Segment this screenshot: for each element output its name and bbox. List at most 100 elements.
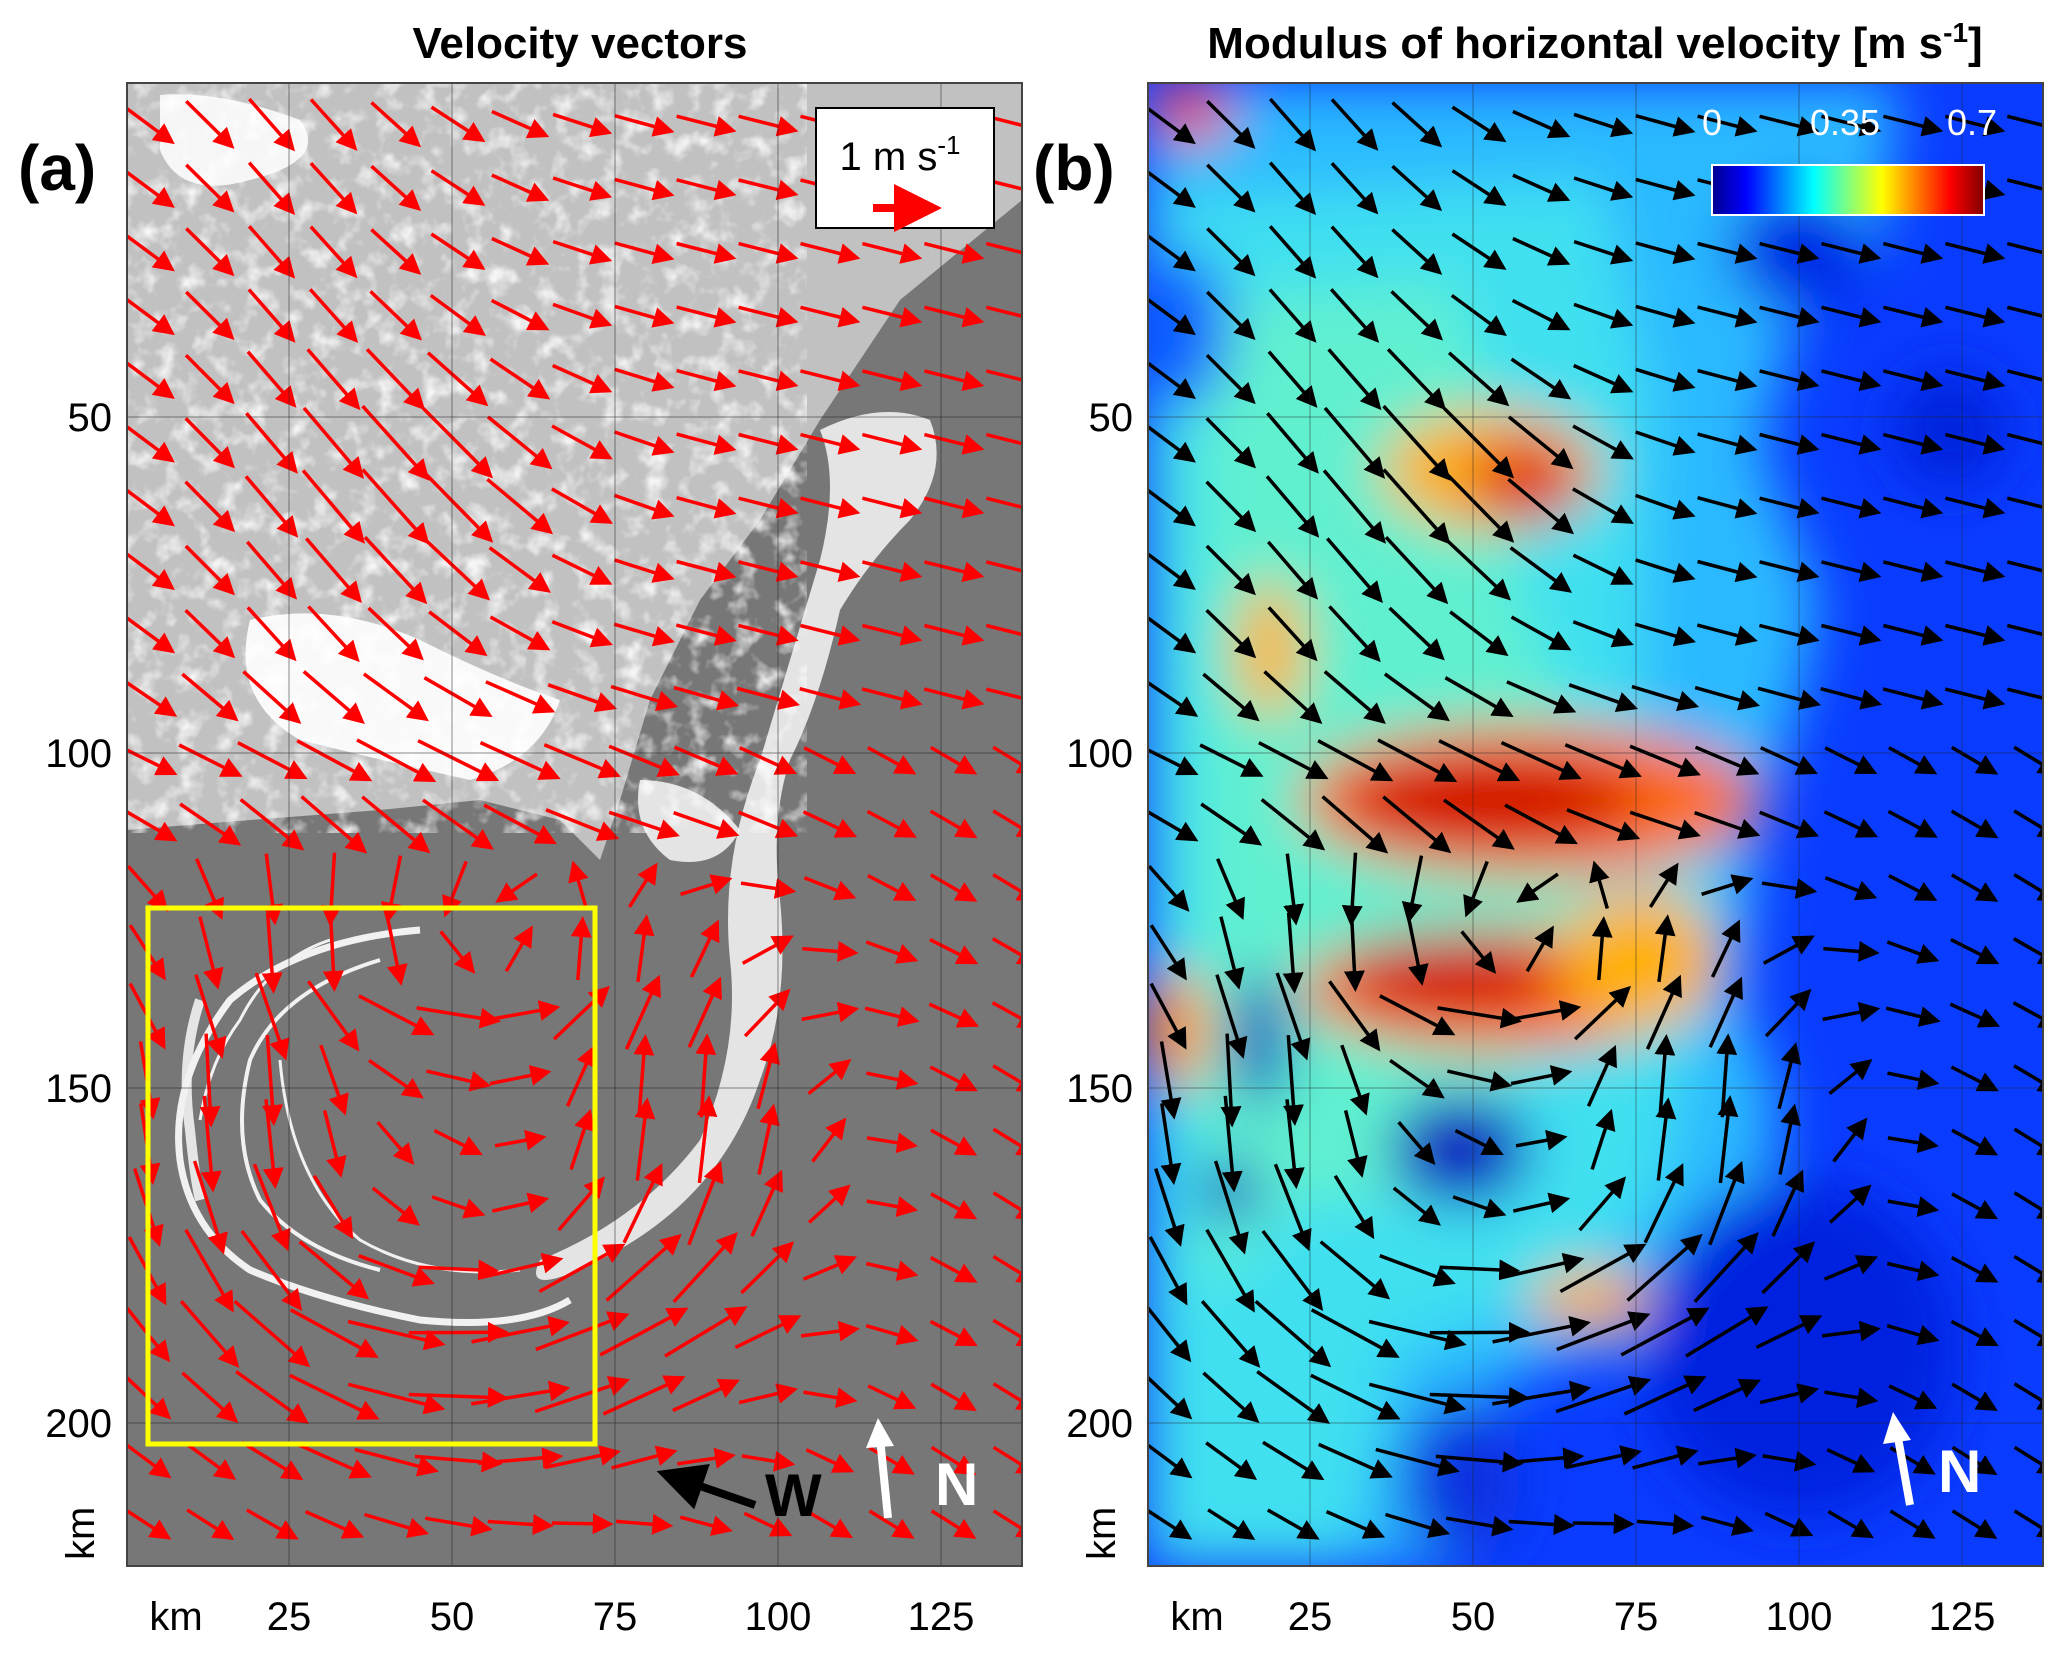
- velocity-vector: [807, 1059, 852, 1095]
- velocity-vector: [1708, 976, 1743, 1048]
- velocity-vector: [736, 686, 800, 710]
- velocity-vector: [551, 487, 613, 524]
- velocity-vector: [1821, 432, 1882, 455]
- velocity-vector: [304, 1509, 365, 1539]
- velocity-vector: [1889, 1509, 1936, 1539]
- velocity-vector: [867, 874, 917, 901]
- velocity-vector: [803, 876, 857, 901]
- velocity-vector: [1199, 743, 1264, 777]
- velocity-vector: [738, 746, 797, 775]
- velocity-vector: [992, 1191, 1022, 1221]
- velocity-vector: [1442, 407, 1515, 479]
- velocity-vector: [1697, 368, 1758, 392]
- velocity-vector: [179, 802, 242, 846]
- velocity-vector: [184, 417, 235, 469]
- velocity-vector: [1379, 994, 1456, 1036]
- y-tick-label: 50: [68, 396, 113, 440]
- velocity-vector: [991, 937, 1022, 966]
- velocity-vector: [1386, 348, 1447, 411]
- velocity-vector: [1451, 105, 1507, 143]
- velocity-vector: [1717, 1095, 1739, 1184]
- n-label-a: N: [935, 1451, 978, 1518]
- velocity-vector: [757, 1103, 780, 1175]
- velocity-vector: [743, 988, 791, 1038]
- velocity-vector: [1632, 1445, 1699, 1470]
- velocity-vector: [861, 432, 923, 455]
- velocity-vector: [673, 811, 740, 839]
- velocity-vector: [1761, 1241, 1816, 1295]
- velocity-vector: [1634, 622, 1696, 647]
- velocity-vector: [611, 1445, 678, 1470]
- velocity-vector: [615, 1513, 674, 1535]
- velocity-vector: [241, 1440, 304, 1481]
- velocity-vector: [184, 544, 235, 596]
- velocity-vector: [1221, 1095, 1243, 1193]
- velocity-vector: [1504, 803, 1578, 845]
- panel-b-letter: (b): [1033, 132, 1115, 204]
- panel-a-frame: [126, 82, 1023, 1567]
- velocity-vector: [680, 874, 733, 896]
- velocity-vector: [673, 685, 740, 711]
- velocity-vector: [1882, 623, 1944, 646]
- velocity-vector: [199, 1033, 221, 1128]
- velocity-vector: [184, 1441, 237, 1481]
- velocity-vector: [1460, 930, 1497, 974]
- velocity-vector: [676, 114, 737, 137]
- panel-a-grid: [127, 83, 1022, 1566]
- velocity-vector: [1648, 862, 1679, 908]
- velocity-vector: [365, 348, 426, 411]
- velocity-vector: [985, 114, 1022, 128]
- velocity-vector: [487, 1513, 554, 1535]
- velocity-vector: [1572, 487, 1634, 524]
- velocity-vector: [2013, 809, 2043, 839]
- velocity-vector: [1273, 1163, 1312, 1252]
- velocity-vector: [679, 1515, 733, 1536]
- panel-b-title: Modulus of horizontal velocity [m s-1]: [1207, 17, 1982, 68]
- velocity-vector: [491, 173, 550, 202]
- velocity-vector: [1568, 683, 1639, 712]
- velocity-vector: [1951, 1445, 1998, 1476]
- velocity-vector: [1200, 1300, 1261, 1368]
- velocity-vector: [2013, 1255, 2043, 1285]
- velocity-vector: [675, 623, 737, 646]
- velocity-vector: [867, 1384, 917, 1410]
- velocity-vector: [442, 860, 468, 918]
- velocity-vector: [866, 1069, 919, 1090]
- velocity-vector: [1442, 798, 1515, 850]
- velocity-vector: [1821, 560, 1882, 582]
- velocity-vector: [614, 558, 675, 583]
- velocity-vector: [1693, 1232, 1759, 1303]
- velocity-vector: [192, 1160, 228, 1255]
- velocity-vector: [676, 432, 737, 455]
- velocity-vector: [1384, 536, 1449, 605]
- velocity-vector: [1761, 878, 1818, 899]
- velocity-vector: [1317, 739, 1394, 782]
- x-tick-label: 25: [1288, 1595, 1333, 1639]
- eddy-highlight-box: [145, 905, 598, 1447]
- panel-b-title-exponent: -1: [1943, 17, 1968, 48]
- velocity-vector: [1821, 305, 1882, 328]
- velocity-vector: [1492, 1380, 1592, 1406]
- velocity-vector: [1777, 1042, 1802, 1110]
- velocity-vector: [634, 1097, 656, 1181]
- velocity-vector: [1886, 940, 1940, 964]
- velocity-vector: [1759, 560, 1820, 583]
- velocity-vector: [127, 1443, 172, 1479]
- velocity-vector: [184, 353, 235, 405]
- velocity-vector: [1379, 1254, 1456, 1287]
- velocity-vector: [490, 298, 550, 331]
- velocity-vector: [1401, 855, 1424, 924]
- velocity-vector: [2013, 873, 2043, 903]
- velocity-vector: [1492, 1316, 1591, 1344]
- velocity-vector: [1215, 858, 1245, 921]
- velocity-vector: [1148, 1508, 1193, 1540]
- velocity-vector: [1555, 1376, 1652, 1414]
- velocity-vector: [184, 608, 236, 659]
- velocity-vector: [491, 1192, 550, 1214]
- panel-b-plot: [1148, 83, 2043, 1566]
- velocity-vector: [861, 369, 923, 392]
- velocity-vector: [1820, 623, 1882, 646]
- velocity-vector: [930, 1192, 978, 1220]
- panel-a-plot: [127, 83, 1022, 1566]
- velocity-vector: [1572, 620, 1634, 648]
